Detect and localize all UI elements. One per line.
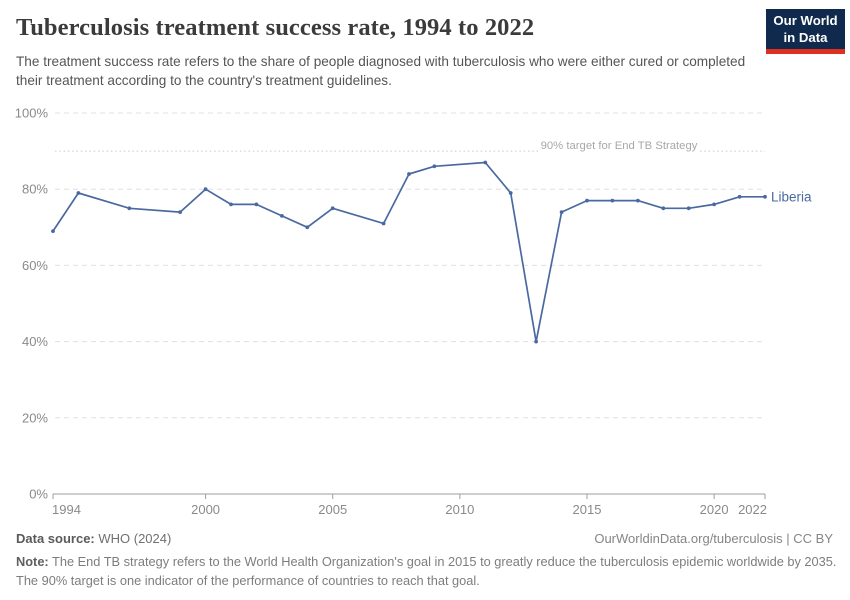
- x-tick-label-2022: 2022: [738, 502, 767, 517]
- owid-logo-line2: in Data: [783, 29, 828, 45]
- note-value: The End TB strategy refers to the World …: [16, 554, 837, 588]
- target-label-bg: [538, 138, 700, 153]
- owid-logo-line1: Our World: [773, 13, 838, 28]
- data-point-2008: [407, 172, 411, 176]
- note-label: Note:: [16, 554, 49, 569]
- data-point-2000: [203, 187, 208, 192]
- data-point-2021: [737, 194, 742, 199]
- chart-subtitle: The treatment success rate refers to the…: [16, 54, 746, 88]
- data-point-2019: [686, 206, 691, 211]
- x-tick-label-2010: 2010: [445, 502, 474, 517]
- owid-logo-red-bar: [766, 49, 845, 54]
- data-point-2003: [280, 214, 284, 218]
- chart-title: Tuberculosis treatment success rate, 199…: [16, 14, 535, 41]
- attribution-text: OurWorldinData.org/tuberculosis | CC BY: [594, 531, 833, 546]
- data-point-2013: [534, 339, 538, 344]
- x-tick-label-2015: 2015: [573, 502, 602, 517]
- data-point-2018: [661, 206, 666, 211]
- series-entity-label[interactable]: Liberia: [771, 189, 812, 204]
- chart-svg: 0% 20% 40% 60% 80% 100% 90% target for End TB …: [15, 106, 812, 518]
- owid-logo-text: Our World in Data: [766, 9, 845, 49]
- data-point-2020: [712, 202, 716, 207]
- data-point-2014: [559, 210, 564, 215]
- data-source-label: Data source:: [16, 531, 95, 546]
- x-tick-label-2005: 2005: [318, 502, 347, 517]
- data-point-2002: [254, 202, 259, 207]
- y-tick-label-100: 100%: [15, 106, 49, 121]
- data-point-2022: [763, 194, 767, 199]
- data-point-2007: [381, 221, 386, 226]
- data-point-1995: [76, 191, 81, 195]
- data-source-value: WHO (2024): [94, 531, 172, 546]
- note-block: Note: The End TB strategy refers to the …: [16, 553, 840, 590]
- data-source-line: Data source: WHO (2024): [16, 531, 834, 546]
- data-point-2009: [432, 164, 437, 169]
- data-point-1999: [178, 210, 183, 215]
- y-tick-label-60: 60%: [22, 258, 48, 273]
- x-tick-label-2020: 2020: [700, 502, 729, 517]
- data-point-2015: [585, 198, 589, 203]
- data-point-2011: [483, 160, 488, 165]
- data-point-2017: [636, 198, 640, 203]
- y-tick-label-80: 80%: [22, 182, 48, 197]
- data-point-2004: [305, 225, 310, 230]
- data-point-2012: [508, 191, 513, 195]
- y-tick-label-0: 0%: [29, 487, 48, 502]
- target-line-label: 90% target for End TB Strategy: [541, 140, 698, 152]
- data-point-1994: [51, 229, 55, 234]
- data-point-2016: [610, 198, 615, 203]
- y-tick-label-40: 40%: [22, 334, 48, 349]
- data-point-2001: [229, 202, 233, 207]
- data-point-2005: [330, 206, 335, 211]
- data-point-1997: [127, 206, 132, 211]
- x-tick-label-1994: 1994: [52, 502, 81, 517]
- x-tick-label-2000: 2000: [191, 502, 220, 517]
- y-tick-label-20: 20%: [22, 410, 48, 425]
- owid-logo[interactable]: Our World in Data: [766, 9, 845, 54]
